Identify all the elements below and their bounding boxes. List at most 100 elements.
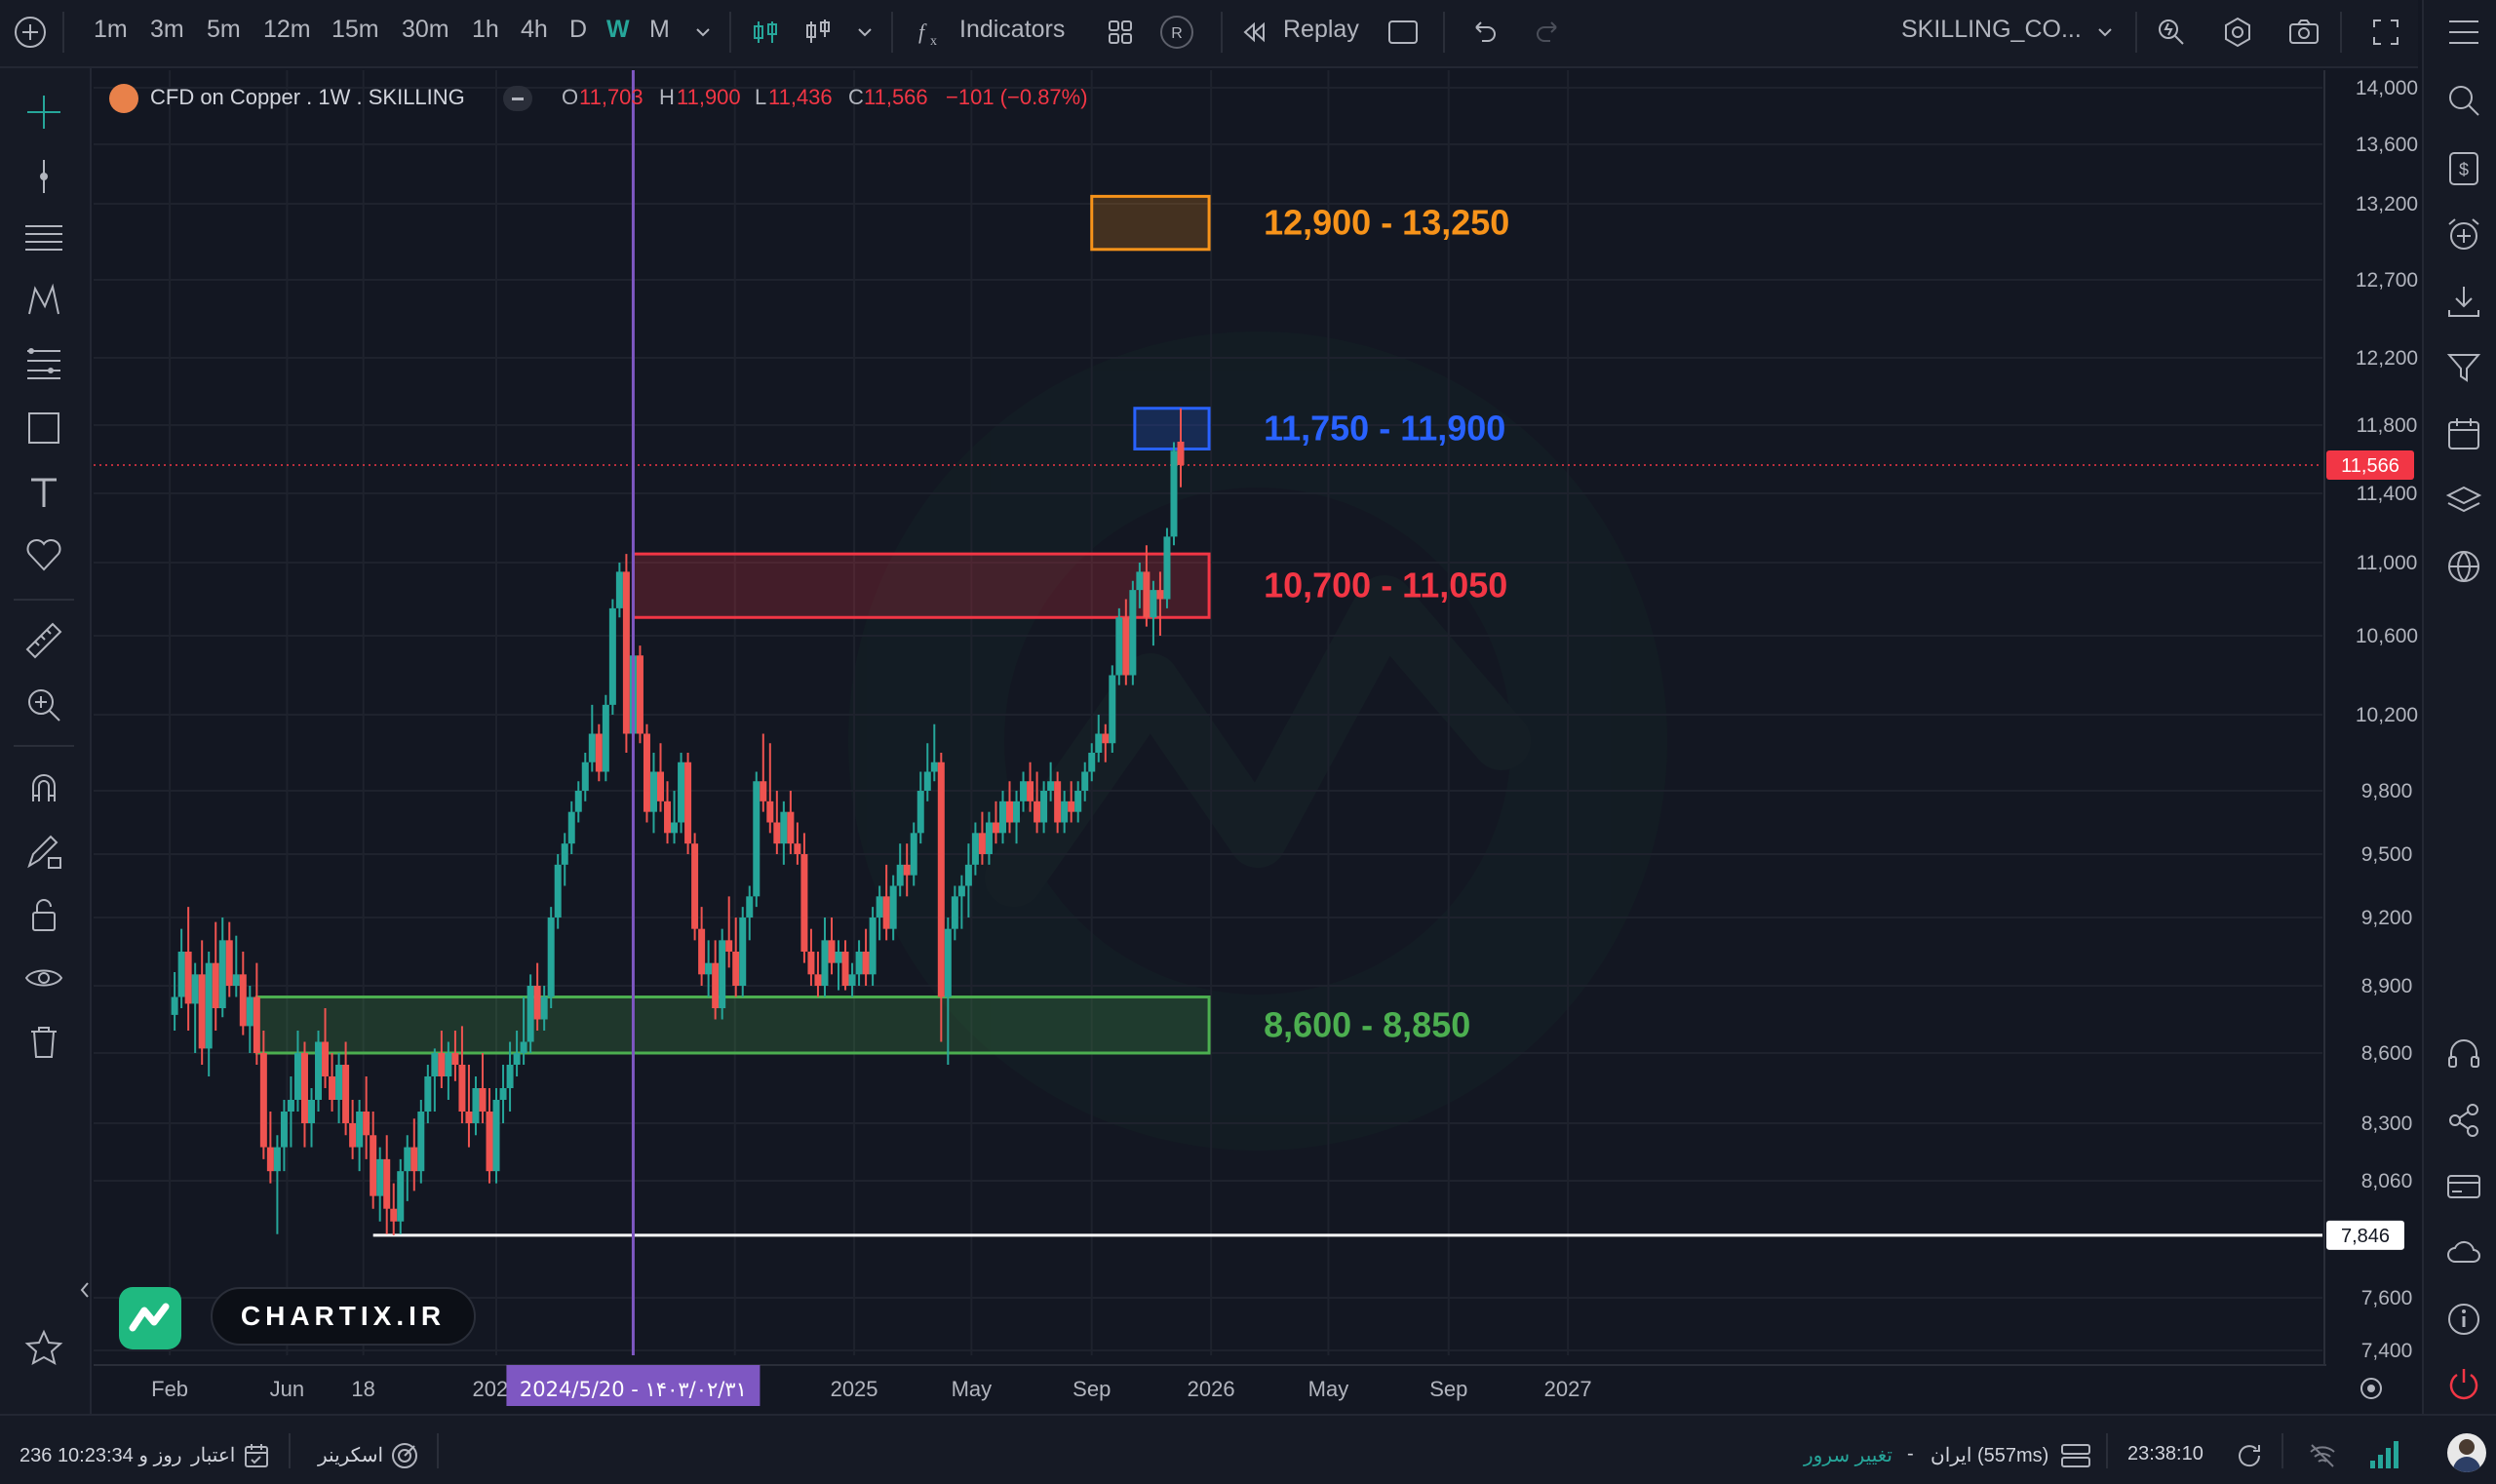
- timeframe-3m[interactable]: 3m: [150, 16, 184, 43]
- text-tool-icon[interactable]: [21, 470, 66, 515]
- calendar-icon[interactable]: [2443, 413, 2484, 454]
- candle-body: [992, 822, 999, 834]
- bar-chart-type-icon[interactable]: [800, 14, 837, 51]
- timeframe-m[interactable]: M: [649, 16, 670, 43]
- legend-collapse-button[interactable]: [503, 86, 532, 111]
- candle-body: [218, 940, 226, 1008]
- dollar-icon[interactable]: $: [2443, 148, 2484, 189]
- timeframe-d[interactable]: D: [569, 16, 588, 43]
- avatar[interactable]: [2447, 1433, 2486, 1472]
- globe-icon[interactable]: [2443, 546, 2484, 587]
- cloud-alert-icon[interactable]: [2443, 1232, 2484, 1273]
- replay-rewind-icon[interactable]: [1236, 14, 1273, 51]
- toolbar-separator: [1221, 12, 1223, 53]
- undo-icon[interactable]: [1464, 14, 1502, 51]
- legend-title[interactable]: CFD on Copper . 1W . SKILLING: [150, 85, 465, 109]
- zoom-in-icon[interactable]: [21, 683, 66, 727]
- x-tick-label: Jun: [270, 1377, 304, 1401]
- info-icon[interactable]: [2443, 1299, 2484, 1340]
- price-chart[interactable]: FebJun182024Sep2025MaySep2026MaySep2027 …: [92, 68, 2420, 1412]
- share-icon[interactable]: [2443, 1100, 2484, 1141]
- chevron-down-icon[interactable]: [2086, 14, 2124, 51]
- candle-body: [191, 974, 199, 1004]
- refresh-icon[interactable]: [2235, 1441, 2264, 1470]
- eye-icon[interactable]: [21, 956, 66, 1000]
- star-icon[interactable]: [21, 1326, 66, 1371]
- replay-badge[interactable]: R: [1160, 16, 1193, 49]
- redo-icon[interactable]: [1531, 14, 1568, 51]
- fullscreen-icon[interactable]: [2367, 14, 2404, 51]
- rectangle-icon[interactable]: [1384, 14, 1422, 51]
- candle-body: [998, 801, 1006, 834]
- horizontal-lines-icon[interactable]: [21, 216, 66, 261]
- legend-close: 11,566: [864, 85, 928, 109]
- wifi-off-icon[interactable]: [2307, 1441, 2338, 1470]
- candle-body: [649, 771, 657, 812]
- candles-chart-type-icon[interactable]: [747, 14, 784, 51]
- price-zone-rect: [631, 552, 1211, 619]
- trend-line-icon[interactable]: [21, 154, 66, 199]
- candles: [171, 408, 1185, 1235]
- chevron-down-icon[interactable]: [846, 14, 883, 51]
- timeframe-12m[interactable]: 12m: [263, 16, 311, 43]
- filter-icon[interactable]: [2443, 347, 2484, 388]
- chevron-down-icon[interactable]: [684, 14, 722, 51]
- settings-hex-icon[interactable]: [2219, 14, 2256, 51]
- replay-button[interactable]: Replay: [1283, 16, 1359, 43]
- layouts-grid-icon[interactable]: [1102, 14, 1139, 51]
- indicators-button[interactable]: Indicators: [959, 16, 1066, 43]
- timeframe-1h[interactable]: 1h: [472, 16, 499, 43]
- zone-label: 12,900 - 13,250: [1264, 203, 1509, 243]
- timeframe-15m[interactable]: 15m: [332, 16, 379, 43]
- candle-body: [691, 843, 699, 929]
- headset-icon[interactable]: [2443, 1034, 2484, 1074]
- candle-body: [293, 1053, 301, 1100]
- download-icon[interactable]: [2443, 281, 2484, 322]
- candle-body: [1061, 801, 1069, 823]
- lock-icon[interactable]: [21, 893, 66, 938]
- timeframe-w[interactable]: W: [606, 16, 630, 43]
- layers-icon[interactable]: [2443, 480, 2484, 521]
- candle-body: [753, 781, 760, 897]
- credit-label[interactable]: اعتبار: [191, 1445, 236, 1466]
- candle-body: [547, 918, 555, 997]
- timeframe-5m[interactable]: 5m: [207, 16, 241, 43]
- card-icon[interactable]: [2443, 1166, 2484, 1207]
- collapse-arrow-icon[interactable]: [78, 1279, 92, 1301]
- symbol-selector[interactable]: SKILLING_CO...: [1901, 16, 2082, 43]
- pencil-lock-icon[interactable]: [21, 829, 66, 874]
- search-icon[interactable]: [2443, 80, 2484, 121]
- heart-icon[interactable]: [21, 532, 66, 577]
- magnet-icon[interactable]: [21, 766, 66, 811]
- alarm-add-icon[interactable]: [2443, 215, 2484, 255]
- y-axis: 14,000 13,600 13,200 12,700 12,200 11,800 11,4…: [2356, 77, 2418, 1362]
- pattern-icon[interactable]: [21, 279, 66, 324]
- candle-body: [794, 843, 801, 854]
- add-symbol-icon[interactable]: [12, 14, 49, 51]
- screener-label[interactable]: اسکرینر: [318, 1445, 384, 1466]
- candle-body: [424, 1076, 432, 1112]
- calendar-check-icon[interactable]: [242, 1441, 271, 1470]
- camera-icon[interactable]: [2285, 14, 2322, 51]
- screener-target-icon[interactable]: [390, 1441, 419, 1470]
- crosshair-icon[interactable]: [21, 90, 66, 135]
- server-icon[interactable]: [2059, 1441, 2092, 1470]
- candle-body: [363, 1112, 370, 1136]
- grid: [94, 70, 2326, 1366]
- candle-body: [1109, 675, 1116, 744]
- timeframe-30m[interactable]: 30m: [402, 16, 449, 43]
- chart-settings-gear-icon[interactable]: [2360, 1378, 2382, 1399]
- change-server-link[interactable]: تغییر سرور: [1804, 1445, 1892, 1466]
- quick-search-icon[interactable]: [2153, 14, 2190, 51]
- timeframe-1m[interactable]: 1m: [94, 16, 128, 43]
- toolbar-separator: [62, 12, 64, 53]
- candle-body: [746, 896, 754, 918]
- fib-icon[interactable]: [21, 341, 66, 386]
- ruler-icon[interactable]: [21, 618, 66, 663]
- power-icon[interactable]: [2443, 1363, 2484, 1404]
- menu-icon[interactable]: [2443, 12, 2484, 53]
- rectangle-tool-icon[interactable]: [21, 406, 66, 450]
- timeframe-4h[interactable]: 4h: [521, 16, 548, 43]
- trash-icon[interactable]: [21, 1020, 66, 1065]
